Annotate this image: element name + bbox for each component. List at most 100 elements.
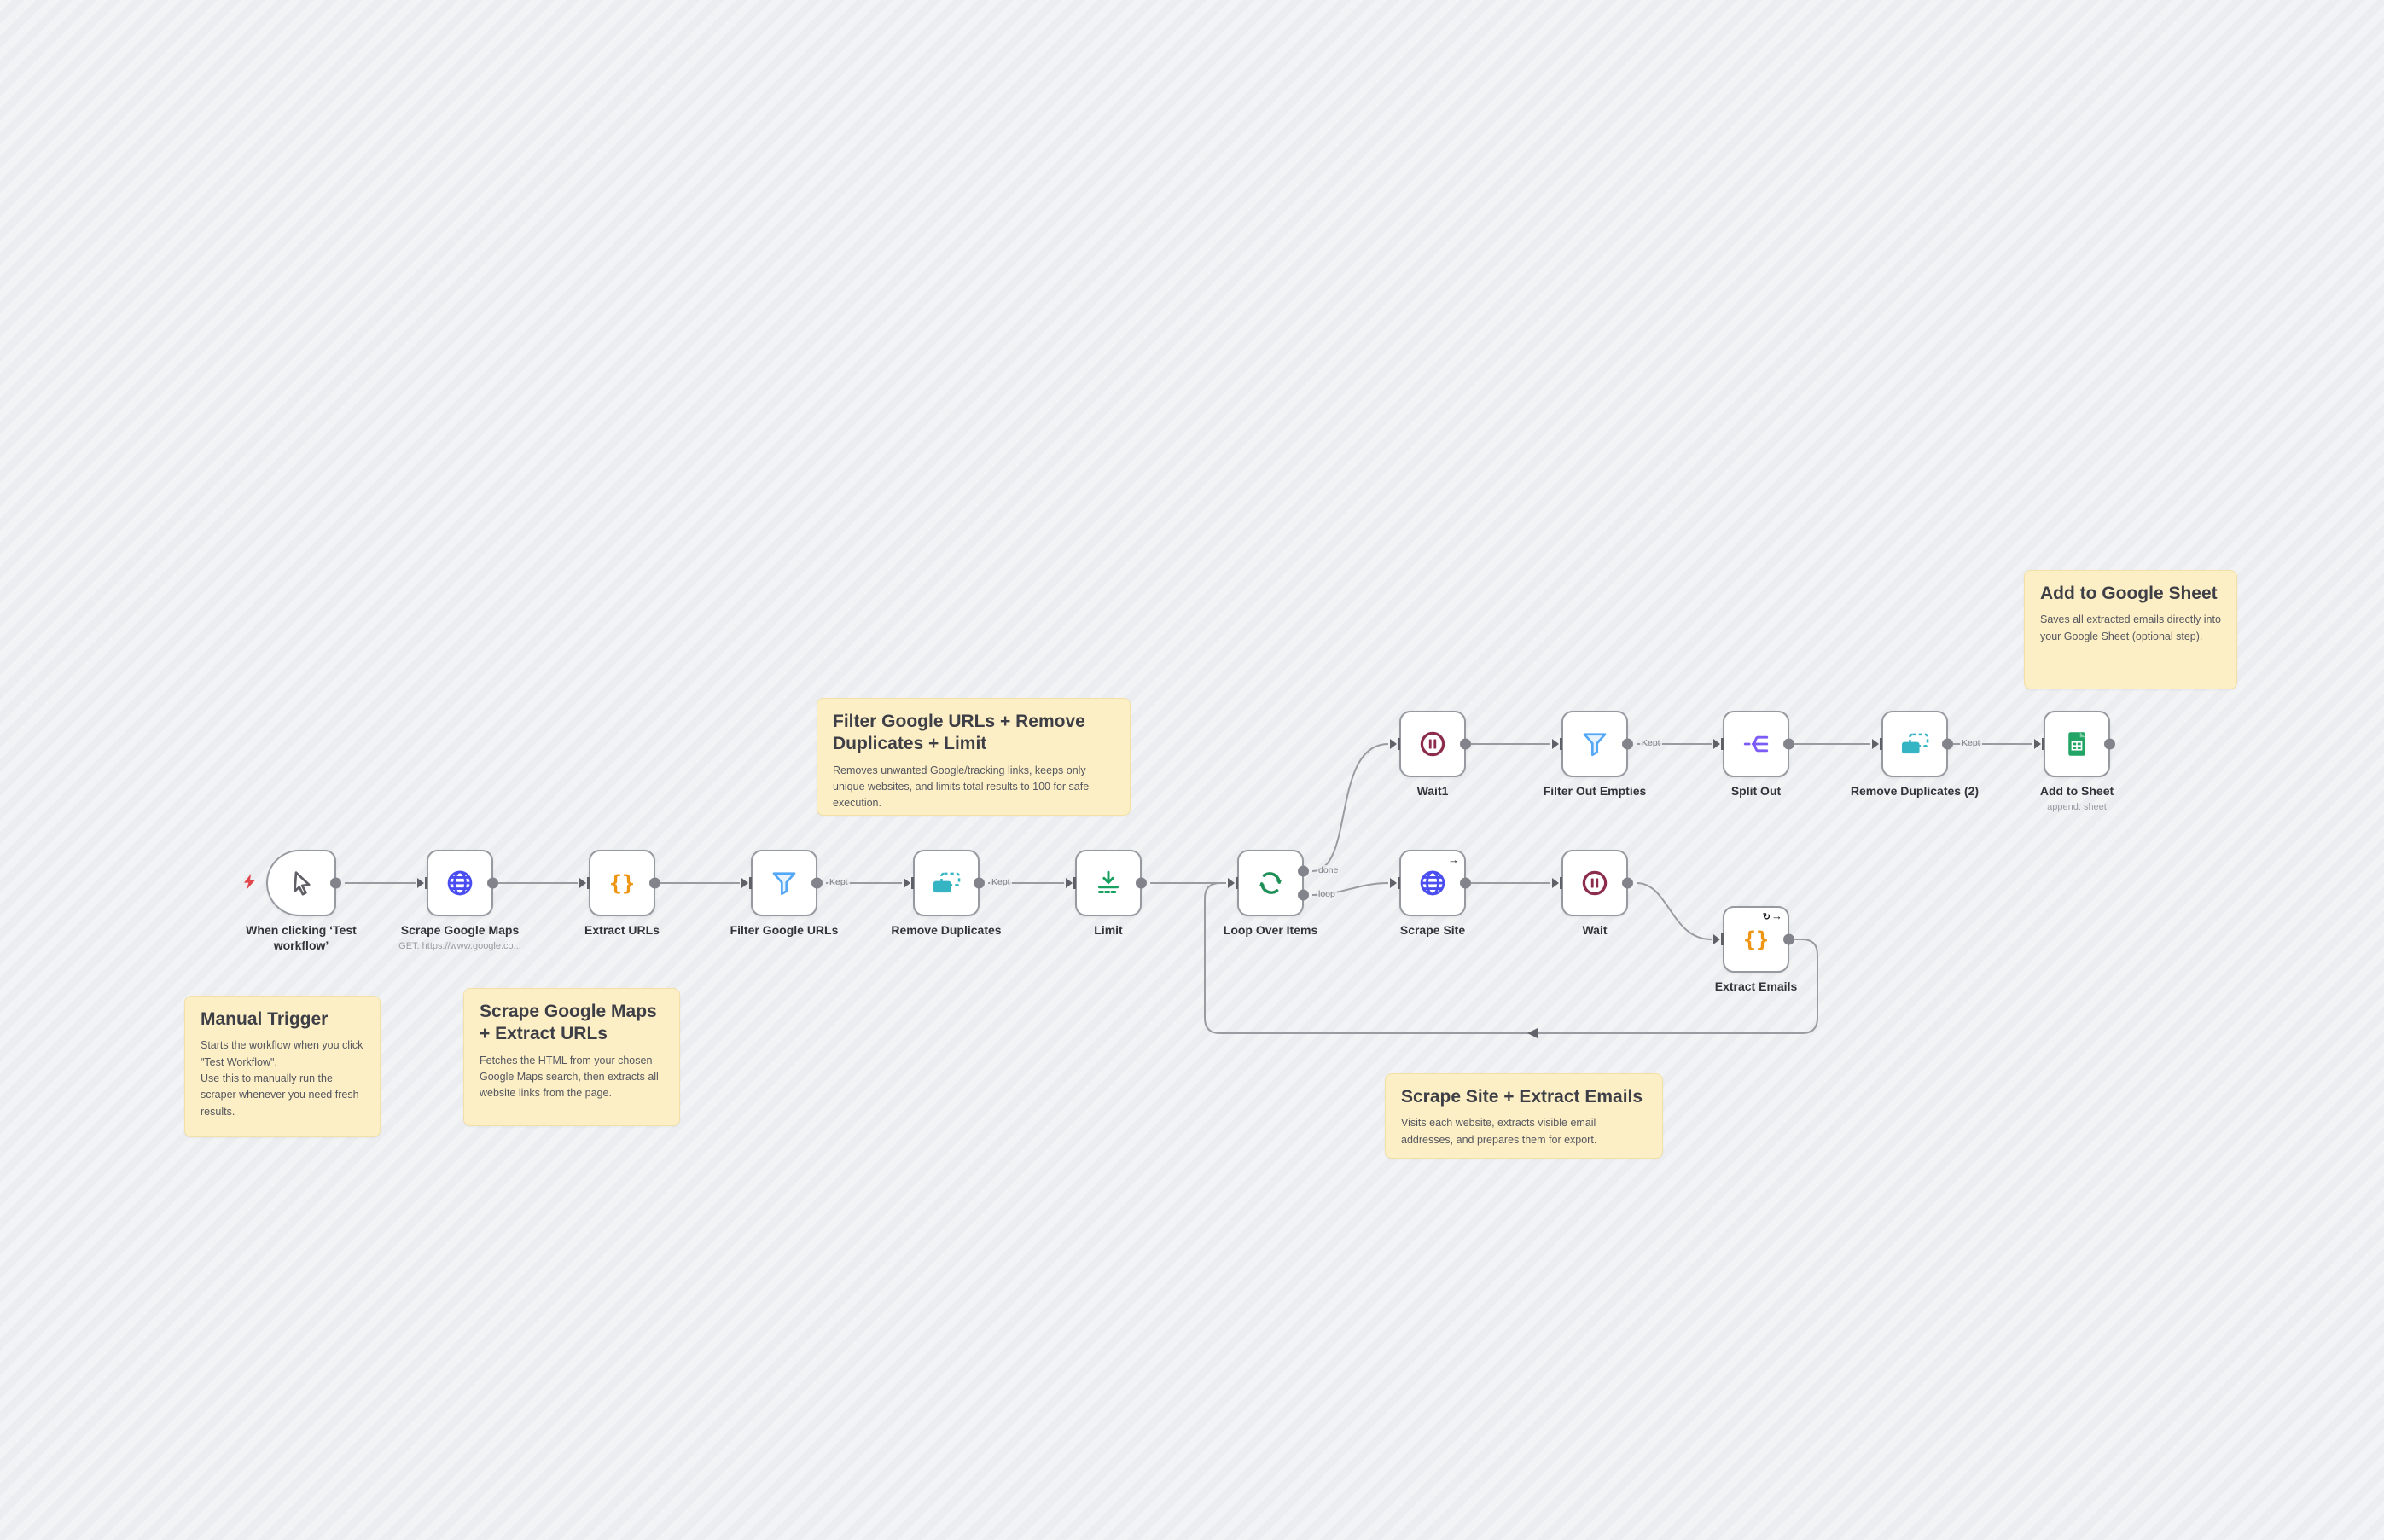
node-manual-trigger[interactable] [266,850,341,916]
input-port[interactable] [1228,877,1238,889]
node-label-filter-out-empties: Filter Out Empties [1543,784,1647,798]
deduplicate-icon [1901,733,1929,754]
funnel-icon [772,872,796,896]
input-port[interactable] [417,877,427,889]
split-out-icon [1743,735,1769,753]
input-port[interactable] [1390,738,1400,750]
node-label-loop-over-items: Loop Over Items [1223,923,1318,937]
retry-and-continue-badge: ↻→ [1763,910,1782,922]
input-port[interactable] [1713,933,1724,945]
node-filter-out-empties[interactable] [1552,711,1633,777]
output-port[interactable] [1622,738,1633,750]
node-remove-duplicates[interactable] [904,850,985,916]
node-label-wait: Wait [1582,923,1608,937]
trigger-pin-icon [244,874,255,890]
wire-label-loop: loop [1317,889,1337,899]
node-remove-duplicates-2[interactable] [1872,711,1953,777]
node-limit[interactable] [1066,850,1147,916]
output-port[interactable] [1136,877,1147,889]
output-port[interactable] [649,877,660,889]
output-port[interactable] [811,877,823,889]
node-sublabel-scrape-google-maps: GET: https://www.google.co... [398,941,521,951]
node-sublabel-add-to-sheet: append: sheet [2047,802,2107,812]
node-label-extract-urls: Extract URLs [584,923,660,937]
node-scrape-google-maps[interactable] [417,850,498,916]
wire-label-kept: Kept [828,877,850,887]
output-port[interactable] [1942,738,1953,750]
input-port[interactable] [1390,877,1400,889]
node-extract-emails[interactable]: ↻→ {} [1713,906,1794,973]
globe-icon [447,870,473,896]
funnel-icon [1583,733,1607,757]
pause-icon [1420,731,1445,757]
input-port[interactable] [1552,738,1562,750]
sticky-body: Starts the workflow when you click "Test… [201,1039,363,1118]
node-loop-over-items[interactable] [1228,850,1309,916]
node-label-trigger: When clicking ‘Test workflow’ [246,923,357,952]
sticky-manual-trigger[interactable]: Manual Trigger Starts the workflow when … [184,996,381,1137]
braces-icon: {} [1743,927,1769,951]
output-port[interactable] [330,877,341,889]
sticky-scrape-maps[interactable]: Scrape Google Maps + Extract URLs Fetche… [463,988,680,1126]
output-port[interactable] [2104,738,2115,750]
wire-label-kept: Kept [1960,738,1982,748]
output-port[interactable] [487,877,498,889]
output-port-done[interactable] [1298,865,1309,877]
node-label-add-to-sheet: Add to Sheet [2039,784,2114,798]
input-port[interactable] [2034,738,2044,750]
node-wait[interactable] [1552,850,1633,916]
node-label-split-out: Split Out [1730,784,1782,798]
loop-icon [1259,872,1282,894]
node-label-extract-emails: Extract Emails [1714,979,1798,993]
node-label-scrape-google-maps: Scrape Google Maps [400,923,520,937]
sticky-title: Manual Trigger [201,1009,329,1029]
sticky-add-sheet[interactable]: Add to Google Sheet Saves all extracted … [2024,570,2237,689]
svg-text:{}: {} [1743,927,1769,951]
feedback-arrowhead [1527,1027,1538,1039]
node-label-remove-duplicates-2: Remove Duplicates (2) [1850,784,1980,798]
sticky-filter-urls[interactable]: Filter Google URLs + Remove Duplicates +… [817,698,1131,816]
node-scrape-site[interactable]: → [1390,850,1471,916]
node-label-wait1: Wait1 [1416,784,1449,798]
node-split-out[interactable] [1713,711,1794,777]
output-port[interactable] [974,877,985,889]
sticky-title: Scrape Google Maps + Extract URLs [480,1002,657,1044]
sticky-body: Removes unwanted Google/tracking links, … [833,764,1090,810]
input-port[interactable] [904,877,914,889]
cursor-icon [294,871,311,896]
node-filter-google-urls[interactable] [741,850,823,916]
sticky-body: Visits each website, extracts visible em… [1401,1117,1597,1146]
sticky-title: Scrape Site + Extract Emails [1401,1087,1643,1107]
sticky-body: Saves all extracted emails directly into… [2040,613,2221,642]
braces-icon: {} [609,870,635,895]
input-port[interactable] [1713,738,1724,750]
node-wait1[interactable] [1390,711,1471,777]
retry-icon: ↻ [1762,912,1771,922]
input-port[interactable] [741,877,752,889]
sticky-scrape-site[interactable]: Scrape Site + Extract Emails Visits each… [1385,1073,1663,1159]
node-label-remove-duplicates: Remove Duplicates [891,923,1002,937]
deduplicate-icon [933,872,961,893]
input-port[interactable] [1552,877,1562,889]
sticky-title: Filter Google URLs + Remove Duplicates +… [833,712,1085,754]
wire-label-kept: Kept [1640,738,1662,748]
continue-arrow-badge: → [1448,853,1459,866]
svg-text:{}: {} [609,870,635,895]
output-port[interactable] [1783,738,1794,750]
google-sheets-icon [2068,732,2085,756]
node-extract-urls[interactable]: {} [579,850,660,916]
output-port[interactable] [1460,738,1471,750]
node-add-to-sheet[interactable] [2034,711,2115,777]
output-port[interactable] [1783,933,1794,945]
limit-icon [1098,870,1119,893]
input-port[interactable] [579,877,590,889]
sticky-title: Add to Google Sheet [2040,584,2218,603]
wire-label-done: done [1317,865,1340,875]
output-port[interactable] [1460,877,1471,889]
input-port[interactable] [1872,738,1882,750]
output-port-loop[interactable] [1298,889,1309,901]
output-port[interactable] [1622,877,1633,889]
input-port[interactable] [1066,877,1076,889]
node-label-scrape-site: Scrape Site [1399,923,1466,937]
